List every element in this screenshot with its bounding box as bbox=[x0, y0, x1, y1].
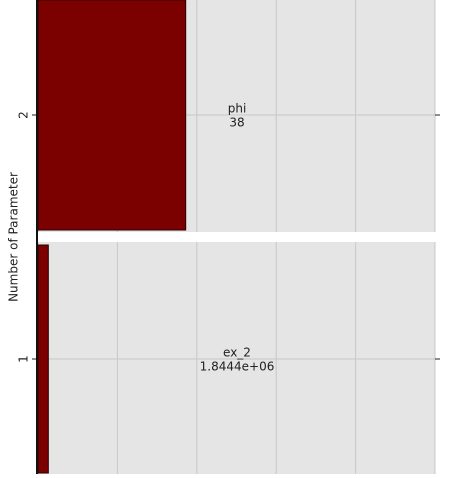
bar-label-name: phi bbox=[228, 102, 247, 116]
y-tick-label: 2 bbox=[17, 111, 31, 119]
bar-label-name: ex_2 bbox=[223, 346, 251, 360]
bar bbox=[37, 244, 49, 474]
bar bbox=[37, 0, 187, 231]
y-tick-label: 1 bbox=[17, 355, 31, 363]
bar-label-value: 1.8444e+06 bbox=[200, 360, 275, 374]
y-axis-title: Number of Parameter bbox=[7, 172, 21, 302]
bar-label-value: 38 bbox=[229, 116, 244, 130]
